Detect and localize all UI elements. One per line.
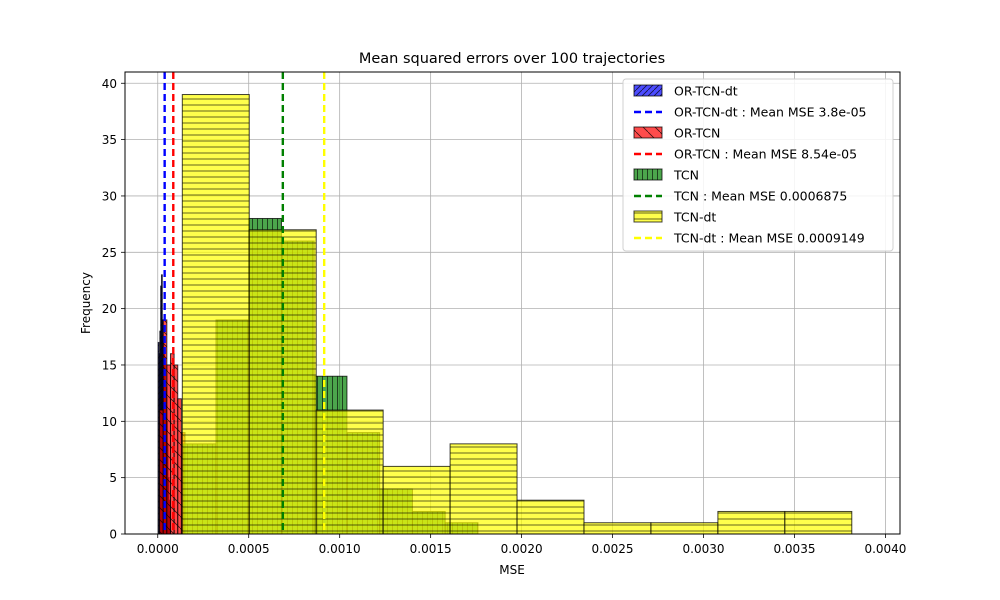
- histogram-bar-hatch: [450, 443, 518, 534]
- y-tick-label: 35: [102, 133, 117, 147]
- legend-box: [622, 78, 894, 252]
- histogram-bar-hatch: [383, 466, 451, 534]
- legend-entry-label: TCN-dt: [673, 210, 716, 225]
- y-axis: 0 5 10 15 20 25 30 35 40: [102, 77, 125, 542]
- histogram-bar-hatch: [170, 353, 175, 534]
- y-axis-label: Frequency: [79, 272, 93, 334]
- legend-mean-label: TCN-dt : Mean MSE 0.0009149: [673, 231, 865, 246]
- x-axis-label: MSE: [499, 563, 525, 577]
- histogram-bar-hatch: [717, 511, 785, 534]
- legend-entry-label: OR-TCN-dt: [674, 84, 738, 99]
- legend-mean-label: OR-TCN-dt : Mean MSE 3.8e-05: [674, 105, 866, 120]
- y-tick-label: 5: [109, 471, 117, 485]
- y-tick-label: 15: [102, 358, 117, 372]
- histogram-bar-hatch: [784, 511, 852, 534]
- x-tick-label: 0.0010: [319, 542, 361, 556]
- y-tick-label: 0: [109, 528, 117, 542]
- x-tick-label: 0.0025: [592, 542, 634, 556]
- y-tick-label: 30: [102, 189, 117, 203]
- x-axis: 0.0000 0.0005 0.0010 0.0015 0.0020 0.0025 0.00…: [137, 534, 906, 556]
- y-tick-label: 10: [102, 415, 117, 429]
- legend-patch-hatch: [634, 211, 662, 222]
- x-tick-label: 0.0020: [501, 542, 543, 556]
- legend-entry-label: TCN: [673, 168, 699, 183]
- x-tick-label: 0.0005: [228, 542, 270, 556]
- histogram-bar-hatch: [517, 500, 584, 534]
- y-tick-label: 20: [102, 302, 117, 316]
- x-tick-label: 0.0040: [864, 542, 906, 556]
- y-tick-label: 40: [102, 77, 117, 91]
- x-tick-label: 0.0030: [683, 542, 725, 556]
- legend-mean-label: TCN : Mean MSE 0.0006875: [673, 189, 847, 204]
- mean-lines: [163, 72, 326, 534]
- x-tick-label: 0.0000: [137, 542, 179, 556]
- histogram-bar-hatch: [174, 364, 178, 534]
- series-tcn-dt: [181, 94, 853, 534]
- histogram-bar-hatch: [177, 398, 182, 534]
- chart-title: Mean squared errors over 100 trajectorie…: [359, 51, 665, 67]
- y-tick-label: 25: [102, 246, 117, 260]
- bars: [157, 94, 853, 534]
- histogram-bar-hatch: [583, 522, 651, 534]
- legend-patch-hatch: [634, 169, 662, 180]
- x-tick-label: 0.0035: [773, 542, 815, 556]
- legend-patch-hatch: [634, 127, 662, 138]
- legend: OR-TCN-dt OR-TCN-dt : Mean MSE 3.8e-05 OR-…: [622, 78, 894, 252]
- legend-entry-label: OR-TCN: [674, 126, 720, 141]
- histogram-bar-hatch: [182, 94, 250, 534]
- plot-frame: [124, 71, 901, 535]
- legend-patch-hatch: [634, 85, 662, 96]
- histogram-bar-hatch: [650, 522, 718, 534]
- histogram-bar-hatch: [166, 364, 171, 534]
- legend-mean-label: OR-TCN : Mean MSE 8.54e-05: [674, 147, 857, 162]
- histogram-bar-hatch: [316, 410, 384, 534]
- histogram-bar-hatch: [159, 410, 164, 534]
- x-tick-label: 0.0015: [410, 542, 452, 556]
